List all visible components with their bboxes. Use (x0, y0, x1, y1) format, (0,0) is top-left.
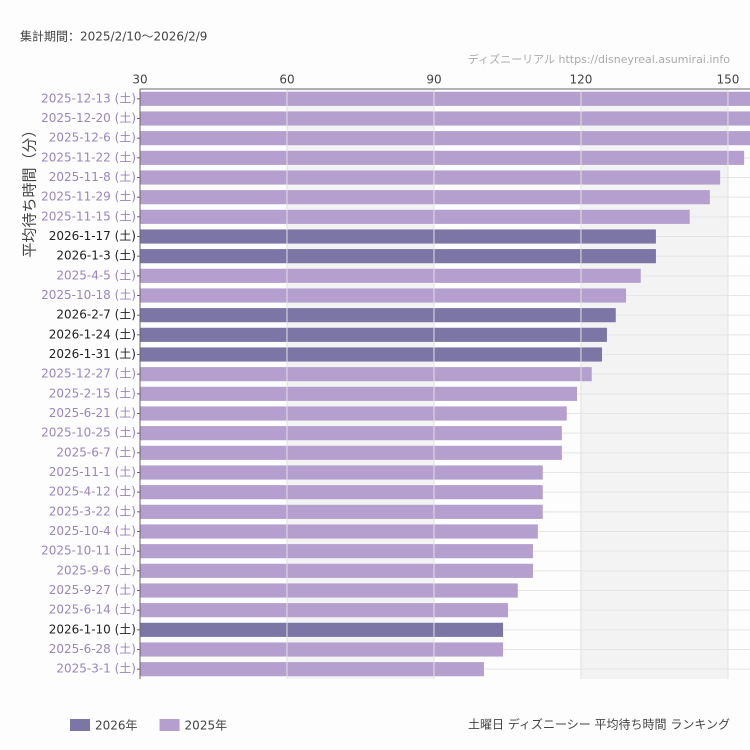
bar (140, 642, 504, 657)
bar (140, 170, 721, 185)
source: ディズニーリアル https://disneyreal.asumirai.inf… (468, 52, 730, 66)
bar (140, 563, 533, 578)
y-tick-label: 2025-9-6 (土) (56, 563, 136, 577)
bar (140, 465, 543, 480)
y-tick-label: 2026-1-3 (土) (56, 249, 136, 263)
y-tick-label: 2025-12-13 (土) (41, 91, 136, 105)
y-tick-label: 2025-10-11 (土) (41, 544, 136, 558)
bar (140, 190, 710, 205)
x-tick-label: 90 (426, 73, 441, 87)
bar (140, 603, 508, 618)
bar (140, 111, 750, 126)
legend-label: 2025年 (185, 719, 228, 733)
grid-band (286, 89, 434, 679)
y-axis-label: 平均待ち時間（分） (21, 122, 39, 257)
y-tick-label: 2026-2-7 (土) (56, 308, 136, 322)
plot (140, 89, 750, 679)
y-tick-label: 2025-10-25 (土) (41, 426, 136, 440)
legend-label: 2026年 (95, 719, 138, 733)
bar (140, 386, 578, 401)
bar (140, 268, 641, 283)
chart-title: 土曜日 ディズニーシー 平均待ち時間 ランキング (468, 717, 730, 732)
y-tick-label: 2025-11-29 (土) (41, 190, 136, 204)
y-tick-label: 2025-12-27 (土) (41, 367, 136, 381)
y-tick-label: 2026-1-24 (土) (49, 327, 136, 341)
y-tick-label: 2025-12-6 (土) (49, 131, 136, 145)
bar (140, 524, 538, 539)
bar (140, 347, 603, 362)
y-tick-label: 2025-10-18 (土) (41, 288, 136, 302)
bar (140, 229, 656, 244)
y-tick-label: 2025-6-7 (土) (56, 445, 136, 459)
y-tick-label: 2026-1-10 (土) (49, 622, 136, 636)
bar (140, 327, 607, 342)
bar (140, 504, 543, 519)
x-tick-label: 150 (716, 73, 739, 87)
y-tick-label: 2025-11-1 (土) (49, 465, 136, 479)
y-tick-label: 2025-11-22 (土) (41, 150, 136, 164)
bar (140, 209, 690, 224)
y-tick-label: 2025-6-14 (土) (49, 603, 136, 617)
y-tick-label: 2025-2-15 (土) (49, 386, 136, 400)
legend-swatch (70, 719, 90, 731)
bar (140, 406, 567, 421)
legend-swatch (159, 719, 180, 731)
bar (140, 445, 562, 460)
y-tick-label: 2025-4-12 (土) (49, 485, 136, 499)
x-tick-label: 60 (279, 73, 294, 87)
bar (140, 426, 562, 441)
y-tick-label: 2025-11-8 (土) (49, 170, 136, 184)
bar (140, 131, 750, 146)
bar (140, 150, 745, 165)
y-tick-label: 2025-3-22 (土) (49, 504, 136, 518)
x-tick-label: 120 (570, 73, 593, 87)
y-tick-label: 2026-1-17 (土) (49, 229, 136, 243)
y-tick-label: 2026-1-31 (土) (49, 347, 136, 361)
bar (140, 308, 616, 323)
y-tick-label: 2025-11-15 (土) (41, 209, 136, 223)
y-tick-label: 2025-9-27 (土) (49, 583, 136, 597)
y-tick-label: 2025-6-28 (土) (49, 642, 136, 656)
bar (140, 91, 750, 106)
period: 集計期間：2025/2/10〜2026/2/9 (20, 29, 207, 44)
bar (140, 544, 533, 559)
grid-band (580, 89, 728, 679)
bar (140, 367, 592, 382)
y-tick-label: 2025-10-4 (土) (49, 524, 136, 538)
y-tick-label: 2025-12-20 (土) (41, 111, 136, 125)
y-tick-label: 2025-6-21 (土) (49, 406, 136, 420)
bar (140, 583, 518, 598)
bar (140, 288, 627, 303)
bar (140, 485, 543, 500)
bar (140, 622, 504, 637)
x-tick-label: 30 (132, 73, 147, 87)
bar (140, 662, 484, 677)
y-tick-label: 2025-4-5 (土) (56, 268, 136, 282)
bar (140, 249, 656, 264)
y-tick-label: 2025-3-1 (土) (56, 662, 136, 676)
